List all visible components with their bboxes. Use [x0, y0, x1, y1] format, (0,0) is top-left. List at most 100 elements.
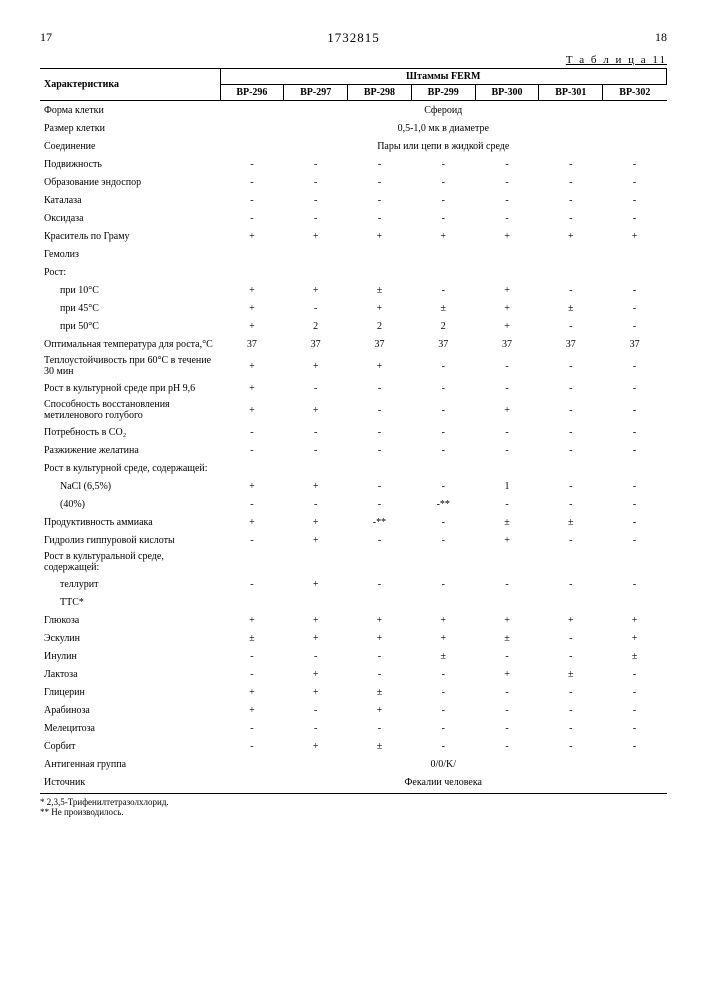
cell: -	[220, 737, 284, 755]
cell: -	[348, 495, 412, 513]
data-table: Характеристика Штаммы FERM BP-296BP-297B…	[40, 68, 667, 791]
cell: 37	[411, 335, 475, 353]
cell	[348, 459, 412, 477]
cell: +	[348, 629, 412, 647]
cell: -	[603, 701, 667, 719]
cell: -	[411, 665, 475, 683]
cell: -	[475, 155, 539, 173]
col-header: BP-299	[411, 85, 475, 101]
row-label: (40%)	[40, 495, 220, 513]
cell: -	[348, 575, 412, 593]
row-label: Рост в культурной среде, содержащей:	[40, 459, 220, 477]
cell: -	[475, 683, 539, 701]
cell: ±	[348, 281, 412, 299]
cell	[220, 549, 284, 575]
cell: -	[539, 281, 603, 299]
cell: +	[284, 227, 348, 245]
cell: -	[284, 423, 348, 441]
col-header: BP-298	[348, 85, 412, 101]
cell: +	[411, 611, 475, 629]
cell: -	[475, 353, 539, 379]
row-label: Гемолиз	[40, 245, 220, 263]
row-label: Лактоза	[40, 665, 220, 683]
cell: -	[603, 737, 667, 755]
cell	[475, 263, 539, 281]
cell: -	[539, 317, 603, 335]
cell	[220, 593, 284, 611]
row-label: Разжижение желатина	[40, 441, 220, 459]
cell: -	[348, 441, 412, 459]
cell: +	[220, 281, 284, 299]
cell	[220, 245, 284, 263]
cell: -	[475, 191, 539, 209]
cell: +	[220, 701, 284, 719]
cell: +	[220, 227, 284, 245]
row-value-span: 0/0/K/	[220, 755, 667, 773]
cell: -	[539, 683, 603, 701]
cell	[220, 263, 284, 281]
col-header: BP-300	[475, 85, 539, 101]
cell: -	[603, 317, 667, 335]
cell: -	[220, 531, 284, 549]
cell: -	[220, 647, 284, 665]
cell	[348, 245, 412, 263]
cell: -	[603, 299, 667, 317]
footnote-2: ** Не производилось.	[40, 807, 667, 817]
cell: +	[603, 227, 667, 245]
cell: -	[220, 719, 284, 737]
cell: 2	[348, 317, 412, 335]
cell: -	[603, 719, 667, 737]
cell: ±	[539, 299, 603, 317]
cell: ±	[348, 737, 412, 755]
cell: -	[475, 173, 539, 191]
cell: -	[411, 281, 475, 299]
cell: +	[220, 513, 284, 531]
cell	[284, 549, 348, 575]
cell	[220, 459, 284, 477]
cell: -	[539, 477, 603, 495]
cell: -	[284, 173, 348, 191]
col-header: BP-296	[220, 85, 284, 101]
row-label: Продуктивность аммиака	[40, 513, 220, 531]
row-label: Оптимальная температура для роста,°С	[40, 335, 220, 353]
cell	[539, 549, 603, 575]
cell: -	[411, 719, 475, 737]
col-header: BP-301	[539, 85, 603, 101]
cell: -	[348, 423, 412, 441]
cell: -	[603, 665, 667, 683]
cell: -	[603, 441, 667, 459]
cell: -	[603, 531, 667, 549]
cell	[284, 593, 348, 611]
row-label: ТТС*	[40, 593, 220, 611]
cell: +	[284, 477, 348, 495]
cell: -	[220, 173, 284, 191]
cell: -	[411, 683, 475, 701]
row-label: Оксидаза	[40, 209, 220, 227]
cell	[348, 593, 412, 611]
cell: 2	[411, 317, 475, 335]
cell: -	[603, 173, 667, 191]
cell: +	[220, 397, 284, 423]
row-label: Подвижность	[40, 155, 220, 173]
cell: -	[220, 423, 284, 441]
cell: +	[475, 227, 539, 245]
cell	[475, 245, 539, 263]
cell	[411, 593, 475, 611]
cell: -	[284, 719, 348, 737]
cell: +	[475, 281, 539, 299]
row-label: Размер клетки	[40, 119, 220, 137]
cell	[475, 549, 539, 575]
cell	[411, 245, 475, 263]
cell: ±	[411, 647, 475, 665]
cell: -	[539, 423, 603, 441]
row-label: Способность восстановления метиленового …	[40, 397, 220, 423]
cell: ±	[475, 513, 539, 531]
cell: -	[348, 379, 412, 397]
cell	[539, 263, 603, 281]
cell: -**	[411, 495, 475, 513]
cell	[284, 459, 348, 477]
cell: -	[284, 701, 348, 719]
row-label: при 10°С	[40, 281, 220, 299]
page-num-left: 17	[40, 30, 52, 46]
cell	[603, 549, 667, 575]
